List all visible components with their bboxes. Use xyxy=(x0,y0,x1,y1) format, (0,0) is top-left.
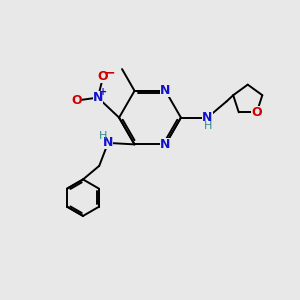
Text: O: O xyxy=(98,70,109,83)
Text: N: N xyxy=(160,84,171,97)
Text: N: N xyxy=(160,138,171,151)
Text: N: N xyxy=(202,111,213,124)
Text: H: H xyxy=(204,121,212,130)
Text: −: − xyxy=(103,65,115,79)
Text: H: H xyxy=(99,130,107,141)
Text: +: + xyxy=(99,87,107,97)
Text: O: O xyxy=(251,106,262,119)
Text: O: O xyxy=(71,94,82,107)
Text: N: N xyxy=(93,91,103,104)
Text: N: N xyxy=(103,136,113,149)
